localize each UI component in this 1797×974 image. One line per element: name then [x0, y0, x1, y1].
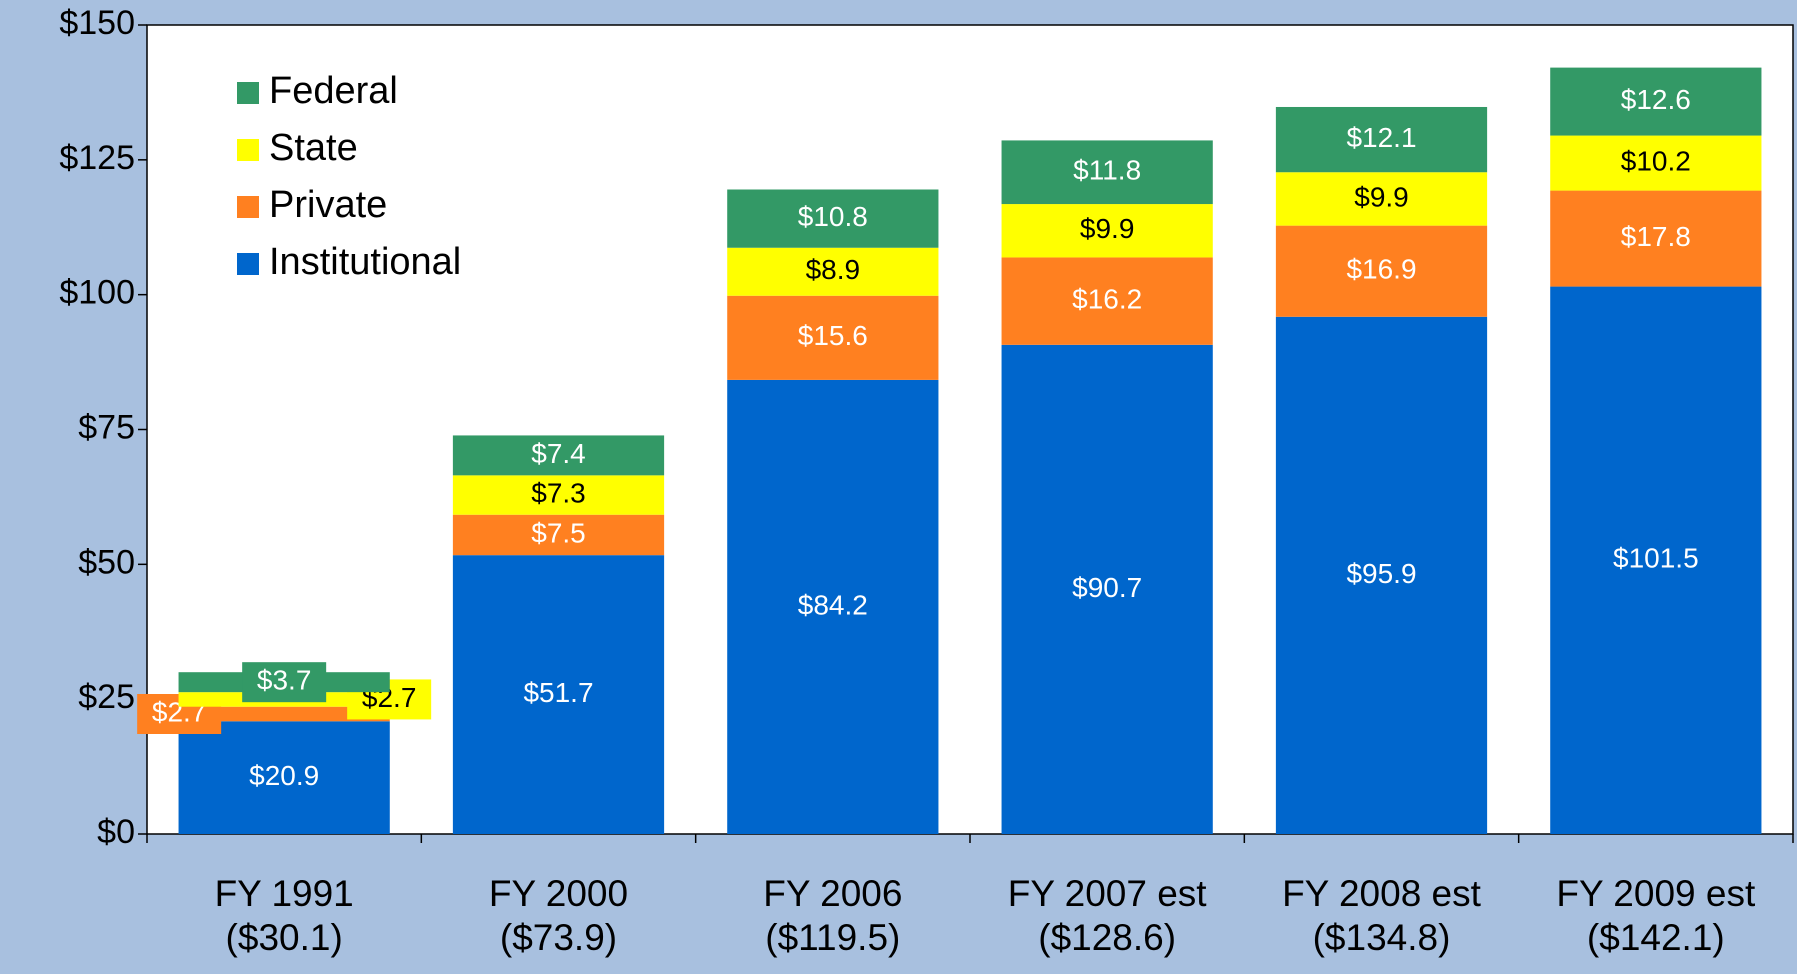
bar-segment: [1275, 172, 1488, 226]
value-label: $84.2: [798, 589, 868, 620]
y-tick-label: $50: [78, 543, 135, 581]
bar-segment: [178, 721, 390, 834]
x-tick-label: FY 2007 est ($128.6): [1008, 873, 1208, 958]
bar-segment: [452, 435, 665, 476]
legend-swatch: [237, 82, 259, 104]
bar-segment: [727, 189, 939, 248]
value-label: $9.9: [1354, 181, 1409, 212]
bar-segment: [1001, 257, 1213, 345]
legend-label: Private: [269, 184, 387, 226]
x-tick-label: FY 2006 ($119.5): [763, 873, 902, 958]
legend-swatch: [237, 196, 259, 218]
y-tick-label: $125: [59, 139, 135, 177]
value-label: $17.8: [1621, 221, 1691, 252]
category-name: FY 2000: [489, 873, 628, 914]
bar-segment: [1001, 140, 1213, 205]
bar-segment: [452, 514, 665, 556]
category-total: ($142.1): [1587, 917, 1725, 958]
bar-segment: [1275, 316, 1488, 835]
value-label: $16.9: [1346, 254, 1416, 285]
bar-segment: [1001, 344, 1213, 834]
value-label: $8.9: [806, 254, 861, 285]
bar-segment: [178, 706, 390, 722]
y-tick-label: $0: [97, 813, 135, 851]
value-label: $12.6: [1621, 84, 1691, 115]
value-label: $10.2: [1621, 145, 1691, 176]
category-name: FY 2007 est: [1008, 873, 1208, 914]
value-label: $51.7: [523, 677, 593, 708]
category-total: ($30.1): [226, 917, 343, 958]
value-label: $7.3: [531, 477, 586, 508]
bar-segment: [1001, 204, 1213, 258]
value-label: $11.8: [1073, 155, 1141, 186]
category-name: FY 2006: [763, 873, 902, 914]
y-tick-label: $100: [59, 274, 135, 312]
legend-label: Institutional: [269, 241, 461, 283]
x-tick-label: FY 2000 ($73.9): [489, 873, 628, 958]
category-total: ($128.6): [1038, 917, 1176, 958]
y-tick-label: $150: [59, 4, 135, 42]
value-label: $95.9: [1346, 558, 1416, 589]
value-label: $90.7: [1072, 572, 1142, 603]
legend-label: Federal: [269, 70, 398, 112]
category-name: FY 2008 est: [1282, 873, 1482, 914]
bar-segment: [727, 295, 939, 380]
bar-segment: [727, 247, 939, 296]
y-tick-label: $25: [78, 678, 135, 716]
category-total: ($73.9): [500, 917, 617, 958]
category-total: ($134.8): [1313, 917, 1451, 958]
category-name: FY 2009 est: [1556, 873, 1756, 914]
value-label: $12.1: [1346, 122, 1416, 153]
legend-swatch: [237, 253, 259, 275]
bar-segment: [1275, 225, 1488, 317]
bar-segment: [452, 555, 665, 834]
value-label: $16.2: [1072, 284, 1142, 315]
label-box: [242, 662, 327, 703]
x-tick-label: FY 2008 est ($134.8): [1282, 873, 1482, 958]
bar-segment: [727, 379, 939, 834]
legend-label: State: [269, 127, 358, 169]
value-label: $10.8: [798, 201, 868, 232]
bar-segment: [452, 475, 665, 515]
category-total: ($119.5): [765, 917, 900, 958]
category-name: FY 1991: [215, 873, 354, 914]
x-tick-label: FY 2009 est ($142.1): [1556, 873, 1756, 958]
value-label: $20.9: [249, 760, 319, 791]
value-label: $9.9: [1080, 213, 1135, 244]
bar-segment: [1550, 67, 1762, 136]
value-label: $7.4: [531, 438, 586, 469]
bar-segment: [1550, 135, 1762, 191]
legend-swatch: [237, 139, 259, 161]
y-tick-label: $75: [78, 408, 135, 446]
value-label: $101.5: [1613, 543, 1699, 574]
bar-segment: [1550, 286, 1762, 834]
bar-segment: [1550, 190, 1762, 287]
value-label: $7.5: [531, 517, 586, 548]
value-label: $15.6: [798, 320, 868, 351]
value-label: $3.7: [257, 665, 312, 696]
x-tick-label: FY 1991 ($30.1): [215, 873, 354, 958]
bar-segment: [1275, 106, 1488, 173]
